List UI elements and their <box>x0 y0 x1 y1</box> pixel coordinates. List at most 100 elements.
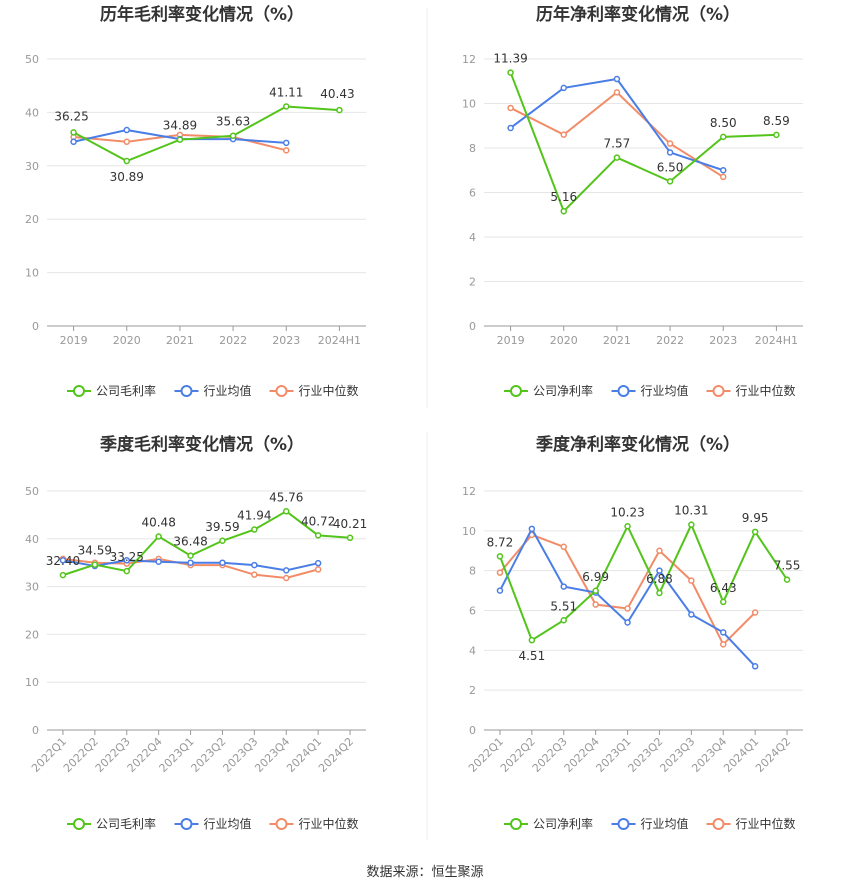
data-label: 30.89 <box>110 170 144 184</box>
data-point <box>751 528 759 536</box>
y-tick-label: 4 <box>469 231 476 244</box>
y-tick-label: 12 <box>462 53 476 66</box>
data-label: 40.48 <box>141 516 175 530</box>
data-point <box>229 132 237 139</box>
y-tick-label: 10 <box>462 98 476 111</box>
data-label: 6.88 <box>646 572 673 586</box>
legend-label: 公司毛利率 <box>96 816 156 831</box>
legend-marker-dot <box>180 818 193 830</box>
y-tick-label: 8 <box>469 565 476 578</box>
chart-title: 历年净利率变化情况（%） <box>536 4 740 25</box>
y-tick-label: 30 <box>25 581 39 594</box>
data-point <box>624 619 631 626</box>
data-point <box>666 140 674 147</box>
data-point <box>283 139 290 147</box>
chart-title: 季度毛利率变化情况（%） <box>100 434 304 455</box>
x-tick-label: 2021 <box>166 334 194 347</box>
data-point <box>496 587 504 594</box>
data-label: 4.51 <box>518 649 545 663</box>
data-label: 5.51 <box>550 599 577 613</box>
data-point <box>507 124 514 132</box>
data-point <box>720 167 727 174</box>
y-tick-label: 6 <box>469 187 476 200</box>
y-tick-label: 0 <box>469 724 476 737</box>
y-tick-label: 6 <box>469 605 476 618</box>
data-label: 8.59 <box>763 114 790 128</box>
data-label: 34.59 <box>78 544 112 558</box>
data-label: 7.55 <box>774 559 801 573</box>
data-point <box>560 84 567 92</box>
data-point <box>283 574 290 582</box>
legend-marker-dot <box>510 385 522 397</box>
data-point <box>613 75 621 83</box>
x-tick-label: 2019 <box>60 334 88 347</box>
data-point <box>155 558 162 565</box>
data-point <box>507 104 514 112</box>
data-point <box>720 629 727 636</box>
data-point <box>688 521 695 528</box>
x-tick-label: 2020 <box>113 334 141 347</box>
legend-label: 行业均值 <box>641 816 689 831</box>
y-tick-label: 2 <box>469 276 476 289</box>
data-point <box>251 561 258 569</box>
data-point <box>283 567 290 574</box>
data-point <box>783 576 791 583</box>
chart-panel-3: 季度毛利率变化情况（%）010203040502022Q12022Q22022Q… <box>25 434 367 831</box>
data-label: 8.50 <box>710 116 737 130</box>
data-point <box>59 557 67 564</box>
data-label: 11.39 <box>493 52 527 66</box>
data-point <box>592 587 599 595</box>
data-point <box>283 103 290 110</box>
data-label: 8.72 <box>487 535 514 549</box>
data-point <box>59 571 67 579</box>
data-point <box>496 553 504 560</box>
data-label: 35.63 <box>216 115 250 129</box>
y-tick-label: 40 <box>25 533 39 546</box>
y-tick-label: 50 <box>25 53 39 66</box>
data-point <box>176 136 184 143</box>
data-point <box>666 178 674 185</box>
data-point <box>656 589 663 597</box>
chart-panel-1: 历年毛利率变化情况（%） 0 10 20 30 40 50 2019 2020 2021 2022 2… <box>25 4 366 398</box>
data-point <box>251 571 258 578</box>
y-tick-label: 0 <box>32 724 39 737</box>
series-line <box>509 72 777 213</box>
legend-marker-dot <box>712 818 725 830</box>
data-point <box>70 138 77 146</box>
data-point <box>720 598 727 606</box>
data-label: 10.31 <box>674 504 708 518</box>
y-tick-label: 2 <box>469 684 476 697</box>
data-label: 33.25 <box>110 550 144 564</box>
legend-marker-dot <box>180 385 193 397</box>
data-label: 6.50 <box>657 160 684 174</box>
legend-marker-dot <box>73 818 85 830</box>
data-label: 45.76 <box>269 490 303 504</box>
series-line <box>73 105 340 163</box>
x-tick-label: 2024H1 <box>318 334 361 347</box>
legend-marker-dot <box>275 385 288 397</box>
data-point <box>346 534 354 542</box>
x-tick-label: 2021 <box>603 334 631 347</box>
data-label: 36.48 <box>173 535 207 549</box>
data-label: 41.11 <box>269 85 303 99</box>
legend-marker-dot <box>275 818 288 830</box>
data-label: 32.40 <box>46 554 80 568</box>
data-point <box>688 611 695 618</box>
data-point <box>123 157 130 165</box>
data-point <box>528 636 536 644</box>
data-point <box>251 526 258 533</box>
legend-label: 行业均值 <box>641 383 689 398</box>
data-point <box>123 557 130 564</box>
chart-panel-4: 季度净利率变化情况（%）0246810122022Q12022Q22022Q32… <box>462 434 803 831</box>
legend-label: 行业中位数 <box>299 383 359 398</box>
data-point <box>720 641 727 648</box>
x-tick-label: 2023 <box>709 334 737 347</box>
x-tick-label: 2022 <box>656 334 684 347</box>
legend-label: 行业均值 <box>204 383 252 398</box>
data-point <box>528 525 536 533</box>
data-label: 10.23 <box>610 505 644 519</box>
legend-label: 公司净利率 <box>533 383 593 398</box>
legend-label: 公司毛利率 <box>96 383 156 398</box>
data-label: 40.72 <box>301 514 335 528</box>
